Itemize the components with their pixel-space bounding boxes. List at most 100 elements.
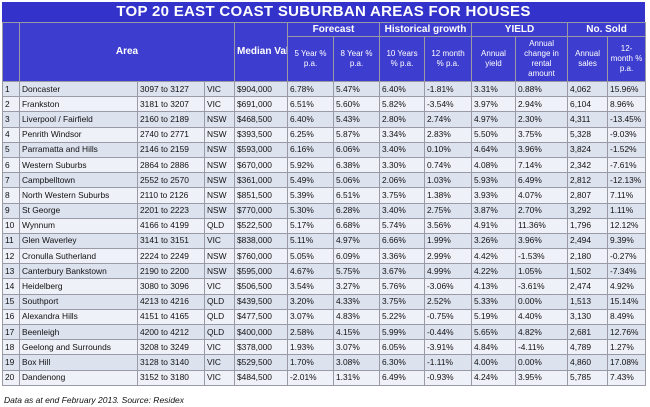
rank-cell: 10 [2,217,20,234]
growth-12m-cell: 2.83% [424,126,473,143]
forecast-5yr-cell: 2.58% [287,323,335,341]
area-name-cell: Cronulla Sutherland [19,248,138,265]
growth-10yr-cell: 6.30% [379,354,426,371]
ten-years-header: 10 Years % p.a. [379,36,426,82]
postcode-range-cell: 2110 to 2126 [137,187,205,204]
forecast-header: Forecast [287,22,381,37]
forecast-8yr-cell: 3.08% [333,354,381,371]
area-name-cell: Doncaster [19,80,138,98]
table-row: 8 North Western Suburbs 2110 to 2126 NSW $85… [2,187,647,204]
median-value-cell: $904,000 [234,80,289,98]
growth-12m-cell: -3.54% [424,96,473,113]
postcode-range-cell: 4151 to 4165 [137,308,205,326]
rent-change-cell: 4.82% [515,323,569,341]
rank-cell: 5 [2,141,20,158]
forecast-8yr-cell: 6.51% [333,187,381,204]
annual-sales-cell: 3,292 [567,202,609,219]
growth-10yr-cell: 5.76% [379,278,426,295]
forecast-5yr-cell: 6.25% [287,126,335,143]
median-value-cell: $477,500 [234,308,289,326]
annual-sales-cell: 2,342 [567,156,609,174]
annual-sales-header: Annual sales [567,36,609,82]
postcode-range-cell: 3080 to 3096 [137,278,205,295]
growth-12m-cell: 1.99% [424,232,473,250]
five-year-header: 5 Year % p.a. [287,36,335,82]
growth-12m-cell: -0.93% [424,369,473,386]
forecast-5yr-cell: 6.16% [287,141,335,158]
sold-12m-cell: 1.27% [607,339,647,356]
sold-12m-cell: 7.43% [607,369,647,386]
annual-yield-cell: 3.87% [471,202,517,219]
rent-change-cell: 7.14% [515,156,569,174]
rank-cell: 13 [2,263,20,280]
rank-cell: 4 [2,126,20,143]
growth-10yr-cell: 6.40% [379,80,426,98]
state-cell: VIC [203,369,236,386]
sold-12m-cell: -0.27% [607,248,647,265]
twelve-month-sold-header: 12-month % p.a. [607,36,647,82]
growth-10yr-cell: 3.75% [379,293,426,310]
annual-yield-cell: 5.19% [471,308,517,326]
growth-12m-cell: 0.74% [424,156,473,174]
area-name-cell: Glen Waverley [19,232,138,250]
growth-12m-cell: 1.03% [424,172,473,189]
sold-12m-cell: 7.11% [607,187,647,204]
annual-yield-cell: 4.84% [471,339,517,356]
median-value-cell: $838,000 [234,232,289,250]
annual-sales-cell: 4,062 [567,80,609,98]
rank-cell: 1 [2,80,20,98]
forecast-5yr-cell: 5.05% [287,248,335,265]
historical-growth-header: Historical growth [379,22,473,37]
sold-12m-cell: 8.96% [607,96,647,113]
postcode-range-cell: 3152 to 3180 [137,369,205,386]
area-name-cell: Dandenong [19,369,138,386]
forecast-5yr-cell: 4.67% [287,263,335,280]
postcode-range-cell: 2740 to 2771 [137,126,205,143]
median-value-cell: $670,000 [234,156,289,174]
table-row: 2 Frankston 3181 to 3207 VIC $691,000 6.51% 5.… [2,96,647,113]
twelve-month-header: 12 month % p.a. [424,36,473,82]
median-value-cell: $400,000 [234,323,289,341]
rent-change-cell: 0.00% [515,354,569,371]
table-row: 5 Parramatta and Hills 2146 to 2159 NSW $593… [2,141,647,158]
area-name-cell: North Western Suburbs [19,187,138,204]
annual-yield-cell: 4.42% [471,248,517,265]
annual-yield-cell: 4.24% [471,369,517,386]
rank-cell: 7 [2,172,20,189]
annual-yield-cell: 5.93% [471,172,517,189]
forecast-8yr-cell: 6.38% [333,156,381,174]
area-header: Area [18,22,236,82]
table-row: 17 Beenleigh 4200 to 4212 QLD $400,000 2.58% 4… [2,323,647,341]
growth-12m-cell: 2.99% [424,248,473,265]
growth-12m-cell: 1.38% [424,187,473,204]
forecast-5yr-cell: 3.54% [287,278,335,295]
forecast-5yr-cell: 6.78% [287,80,335,98]
growth-10yr-cell: 3.40% [379,141,426,158]
rank-header [2,22,20,82]
annual-yield-cell: 3.97% [471,96,517,113]
forecast-8yr-cell: 4.83% [333,308,381,326]
forecast-8yr-cell: 6.06% [333,141,381,158]
median-value-cell: $484,500 [234,369,289,386]
forecast-8yr-cell: 5.75% [333,263,381,280]
rent-change-cell: -1.53% [515,248,569,265]
forecast-8yr-cell: 4.97% [333,232,381,250]
area-name-cell: Parramatta and Hills [19,141,138,158]
forecast-8yr-cell: 5.06% [333,172,381,189]
growth-10yr-cell: 6.66% [379,232,426,250]
state-cell: NSW [203,202,236,219]
table-row: 16 Alexandra Hills 4151 to 4165 QLD $477,500… [2,308,647,326]
state-cell: VIC [203,339,236,356]
forecast-8yr-cell: 4.33% [333,293,381,310]
state-cell: VIC [203,232,236,250]
area-name-cell: Box Hill [19,354,138,371]
postcode-range-cell: 3097 to 3127 [137,80,205,98]
growth-12m-cell: 2.52% [424,293,473,310]
table-row: 14 Heidelberg 3080 to 3096 VIC $506,500 3.54%… [2,278,647,295]
sold-12m-cell: -12.13% [607,172,647,189]
sold-12m-cell: 4.92% [607,278,647,295]
median-value-cell: $506,500 [234,278,289,295]
growth-12m-cell: -0.44% [424,323,473,341]
table-row: 4 Penrith Windsor 2740 to 2771 NSW $393,500 6… [2,126,647,143]
table-title: TOP 20 EAST COAST SUBURBAN AREAS FOR HOU… [2,2,645,22]
